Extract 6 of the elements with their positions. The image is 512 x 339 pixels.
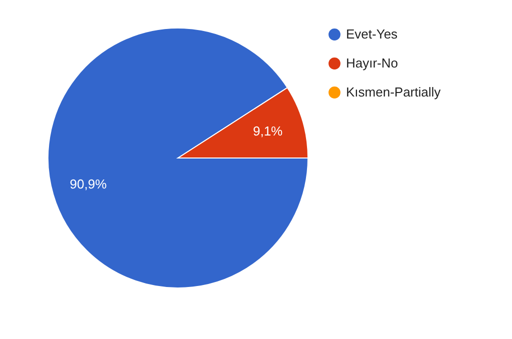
legend-label: Hayır-No (346, 56, 398, 70)
pie-slice (48, 28, 308, 288)
data-label: 9,1% (252, 124, 284, 139)
legend-label: Kısmen-Partially (346, 84, 442, 100)
legend-label: Evet-Yes (346, 26, 398, 42)
data-label: 90,9% (70, 176, 108, 192)
